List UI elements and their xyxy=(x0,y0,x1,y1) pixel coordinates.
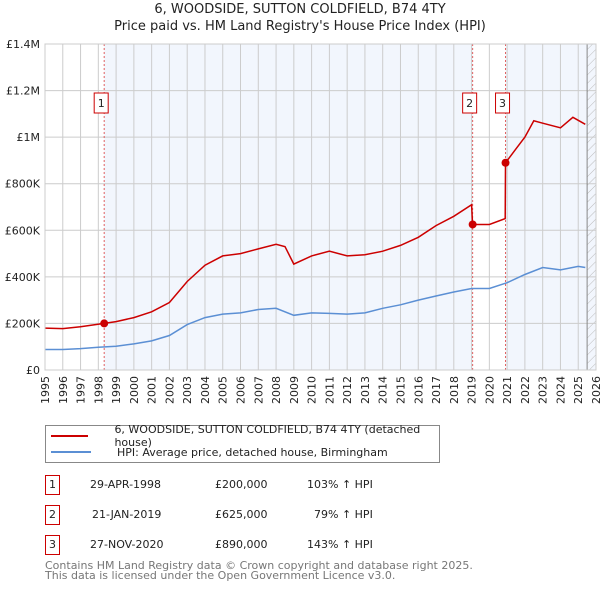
x-tick-label: 2006 xyxy=(235,376,248,404)
sale-date: 21-JAN-2019 xyxy=(92,508,162,521)
y-tick-label: £0 xyxy=(26,364,40,377)
legend-label: HPI: Average price, detached house, Birm… xyxy=(117,445,388,459)
x-tick-label: 2011 xyxy=(323,376,336,404)
sale-label: 3 xyxy=(499,97,506,110)
sale-row: 2 21-JAN-2019 £625,000 79% ↑ HPI xyxy=(45,505,445,525)
sale-price: £625,000 xyxy=(215,508,268,521)
x-tick-label: 2015 xyxy=(394,376,407,404)
x-tick-label: 2009 xyxy=(288,376,301,404)
y-tick-label: £1.4M xyxy=(6,38,40,51)
plot-area: 1995 1996 1997 1998 1999 2000 2001 2002 2003 2004… xyxy=(5,38,600,404)
sale-point xyxy=(100,319,109,328)
sale-point xyxy=(468,220,477,229)
licence-text: This data is licensed under the Open Gov… xyxy=(45,569,396,582)
sale-date: 27-NOV-2020 xyxy=(90,538,164,551)
chart-title: 6, WOODSIDE, SUTTON COLDFIELD, B74 4TY xyxy=(154,2,446,17)
legend-swatch-blue xyxy=(51,451,91,453)
x-tick-label: 2013 xyxy=(359,376,372,404)
sale-label: 2 xyxy=(466,97,473,110)
x-tick-label: 2026 xyxy=(590,376,600,404)
x-tick-label: 2025 xyxy=(572,376,585,404)
x-tick-label: 2018 xyxy=(448,376,461,404)
x-tick-label: 1999 xyxy=(110,376,123,404)
x-tick-label: 2005 xyxy=(217,376,230,404)
forecast-hatch xyxy=(587,44,596,370)
sale-label-box xyxy=(495,92,511,114)
x-tick-label: 2024 xyxy=(554,376,567,404)
sale-row: 3 27-NOV-2020 £890,000 143% ↑ HPI xyxy=(45,535,445,555)
sale-hpi: 103% ↑ HPI xyxy=(307,478,373,491)
x-tick-label: 2003 xyxy=(181,376,194,404)
legend-item-hpi: HPI: Average price, detached house, Birm… xyxy=(46,444,388,460)
x-tick-label: 2019 xyxy=(466,376,479,404)
legend-label: 6, WOODSIDE, SUTTON COLDFIELD, B74 4TY (… xyxy=(114,423,421,449)
sale-point xyxy=(501,158,510,167)
footer: Contains HM Land Registry data © Crown c… xyxy=(45,559,473,582)
sale-price: £200,000 xyxy=(215,478,268,491)
copyright-text: Contains HM Land Registry data © Crown c… xyxy=(45,559,473,572)
x-tick-label: 2012 xyxy=(341,376,354,404)
x-tick-label: 2020 xyxy=(483,376,496,404)
y-tick-label: £1M xyxy=(17,131,41,144)
sale-number: 3 xyxy=(45,535,60,555)
x-tick-label: 2017 xyxy=(430,376,443,404)
sale-number: 1 xyxy=(45,475,60,495)
x-tick-label: 2010 xyxy=(306,376,319,404)
sale-row: 1 29-APR-1998 £200,000 103% ↑ HPI xyxy=(45,475,445,495)
x-tick-label: 1996 xyxy=(57,376,70,404)
x-tick-label: 2007 xyxy=(252,376,265,404)
sale-label-box xyxy=(93,92,109,114)
x-tick-label: 2021 xyxy=(501,376,514,404)
shaded-period xyxy=(505,44,596,370)
x-tick-label: 2002 xyxy=(163,376,176,404)
sale-hpi: 79% ↑ HPI xyxy=(314,508,373,521)
plot-border xyxy=(44,43,597,371)
x-tick-label: 1995 xyxy=(39,376,52,404)
x-tick-label: 2014 xyxy=(377,376,390,404)
y-tick-label: £800K xyxy=(5,178,41,191)
y-tick-label: £200K xyxy=(5,317,41,330)
legend-item-property: 6, WOODSIDE, SUTTON COLDFIELD, B74 4TY (… xyxy=(46,423,439,449)
sale-date: 29-APR-1998 xyxy=(90,478,162,491)
x-tick-label: 2001 xyxy=(146,376,159,404)
chart-subtitle: Price paid vs. HM Land Registry's House … xyxy=(114,19,486,34)
x-tick-label: 1998 xyxy=(92,376,105,404)
x-tick-label: 2004 xyxy=(199,376,212,404)
sale-price: £890,000 xyxy=(215,538,268,551)
legend: 6, WOODSIDE, SUTTON COLDFIELD, B74 4TY (… xyxy=(45,423,440,463)
price-line xyxy=(44,116,586,330)
sale-label-box xyxy=(462,92,478,114)
hpi-line xyxy=(45,265,586,351)
x-tick-label: 2023 xyxy=(537,376,550,404)
x-tick-label: 2008 xyxy=(270,376,283,404)
y-tick-label: £400K xyxy=(5,271,41,284)
shaded-period xyxy=(104,44,473,370)
sale-number: 2 xyxy=(45,505,60,525)
x-tick-label: 2000 xyxy=(128,376,141,404)
y-tick-label: £1.2M xyxy=(6,85,40,98)
x-tick-label: 2022 xyxy=(519,376,532,404)
y-tick-label: £600K xyxy=(5,224,41,237)
x-tick-label: 2016 xyxy=(412,376,425,404)
x-tick-label: 1997 xyxy=(75,376,88,404)
legend-swatch-red xyxy=(51,435,89,437)
sale-hpi: 143% ↑ HPI xyxy=(307,538,373,551)
sale-label: 1 xyxy=(98,97,105,110)
